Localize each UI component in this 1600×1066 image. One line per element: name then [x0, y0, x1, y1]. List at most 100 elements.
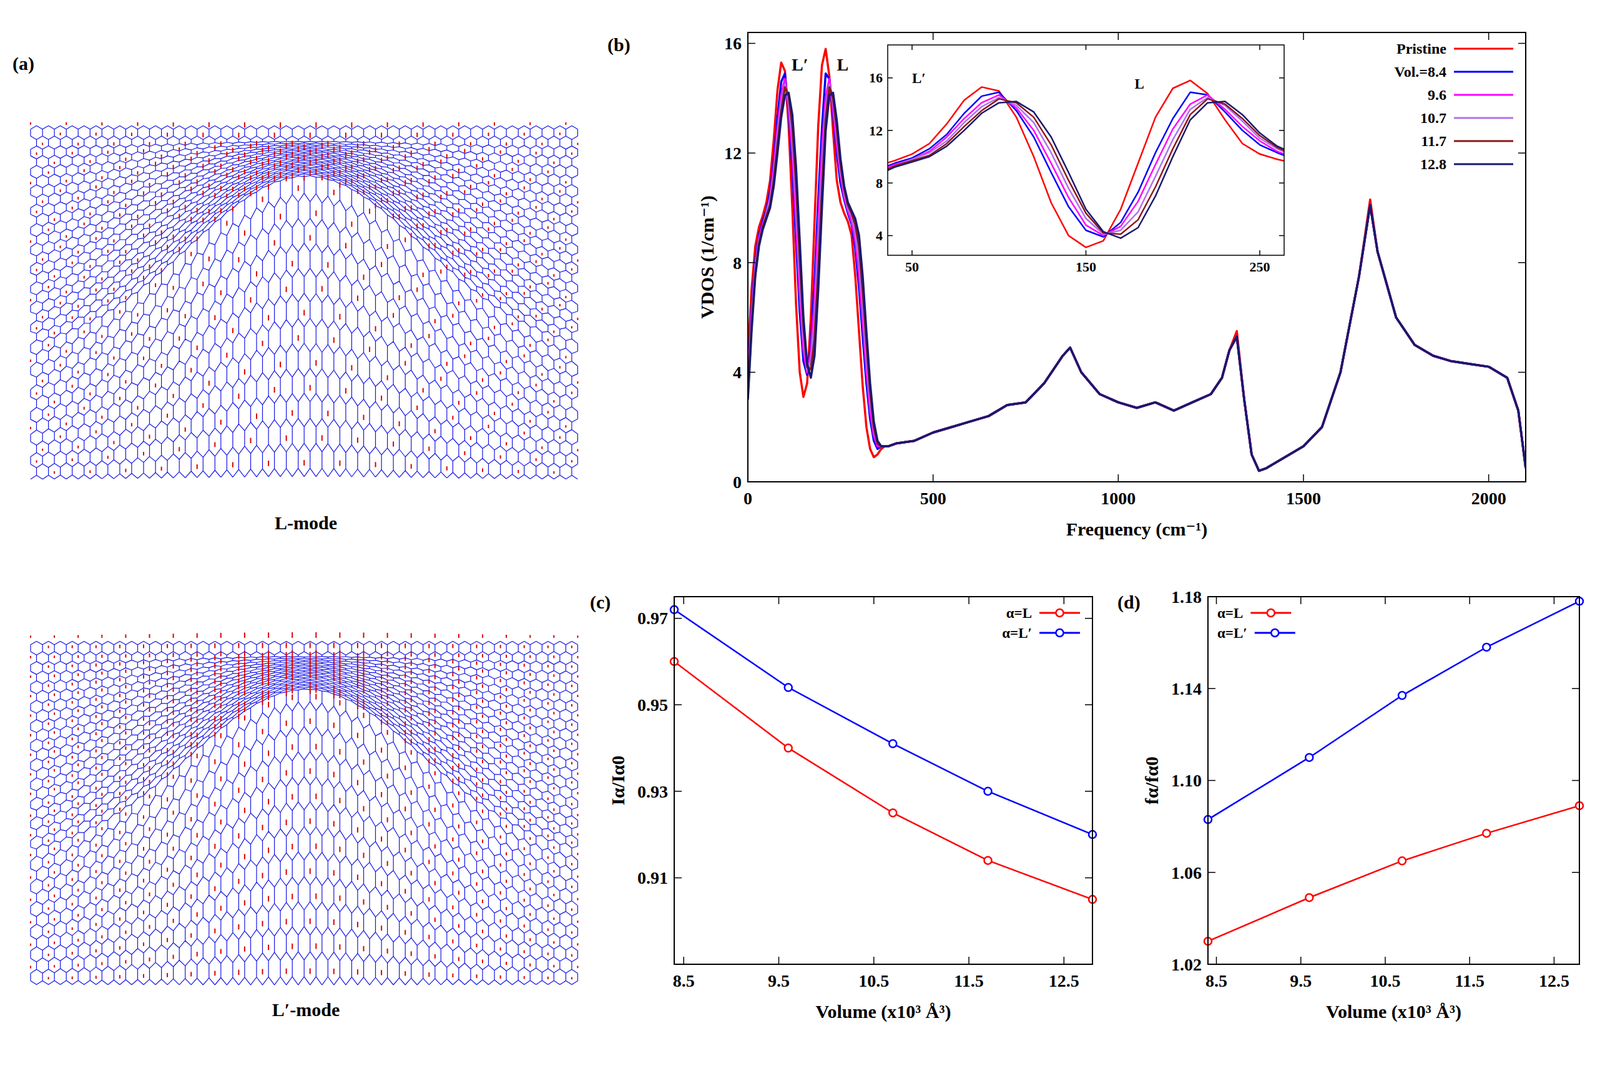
marker: [1305, 893, 1313, 902]
panel-letter: (c): [589, 591, 611, 614]
frame: [887, 44, 1285, 256]
x-tick-label: 0: [743, 488, 753, 509]
y-tick-label: 0.95: [637, 695, 668, 715]
x-axis-title: Frequency (cm⁻¹): [1066, 518, 1208, 540]
x-tick-label: 1500: [1285, 488, 1321, 509]
legend: PristineVol.=8.49.610.711.712.8: [1394, 40, 1514, 173]
legend-marker: [1056, 609, 1064, 617]
marker: [984, 787, 992, 796]
markers: [670, 606, 1097, 904]
x-tick-label: 9.5: [1289, 971, 1312, 991]
y-tick-label: 0.93: [637, 782, 668, 802]
y-tick: [747, 262, 1526, 264]
marker: [888, 740, 897, 748]
series-line: [887, 98, 1285, 256]
mesh: [30, 641, 578, 986]
series-line: [674, 661, 1093, 900]
panel-letter: (a): [12, 53, 35, 75]
panel-letter: (b): [607, 34, 631, 56]
x-tick: [968, 596, 970, 965]
mode-caption: L-mode: [274, 512, 338, 534]
y-tick-label: 1.14: [1171, 679, 1202, 699]
x-tick-label: 250: [1249, 259, 1271, 275]
y-tick: [1207, 872, 1580, 874]
y-tick: [1207, 780, 1580, 782]
y-tick: [887, 129, 1285, 132]
x-tick: [1216, 596, 1218, 965]
series-line: [674, 609, 1093, 835]
y-tick-label: 0: [732, 472, 742, 492]
x-tick: [1063, 596, 1066, 965]
peak-label: L: [1134, 76, 1144, 92]
legend-swatch: [1453, 48, 1514, 50]
figure: (a)L-modeL′-mode05001000150020000481216L…: [0, 0, 1600, 1066]
legend-label: α=L′: [1217, 625, 1248, 642]
series-line: [1207, 601, 1580, 820]
x-tick: [1302, 32, 1305, 482]
y-tick-label: 0.91: [637, 868, 668, 888]
marker: [784, 684, 793, 692]
y-tick: [1207, 596, 1580, 598]
x-tick-label: 1000: [1100, 488, 1136, 509]
y-tick-label: 0.97: [637, 608, 668, 629]
legend-label: α=L: [1217, 605, 1243, 622]
chart: 05001000150020000481216L′LFrequency (cm⁻…: [607, 32, 1526, 540]
marker: [784, 744, 793, 753]
plot-area: [674, 609, 1093, 900]
x-axis-title: Volume (x10³ Å³): [815, 1001, 952, 1023]
x-tick: [1488, 32, 1490, 482]
x-tick: [682, 596, 685, 965]
y-tick-label: 1.10: [1171, 770, 1202, 791]
marker: [1398, 857, 1406, 865]
y-tick-label: 1.06: [1171, 863, 1202, 883]
panel-letter: (d): [1117, 591, 1141, 614]
marker: [1482, 829, 1491, 838]
x-tick: [778, 596, 780, 965]
legend-marker: [1271, 629, 1279, 637]
y-tick-label: 16: [868, 69, 883, 86]
y-tick: [887, 77, 1285, 79]
y-tick-label: 4: [732, 362, 742, 383]
x-tick-label: 2000: [1471, 488, 1507, 509]
x-tick: [747, 32, 749, 482]
x-tick-label: 8.5: [672, 971, 695, 991]
x-tick: [1468, 596, 1471, 965]
plot-area: [1207, 601, 1580, 942]
legend-label: 10.7: [1420, 109, 1447, 127]
y-tick: [747, 481, 1526, 483]
y-axis-title: Iα/Iα0: [607, 755, 629, 806]
x-tick-label: 12.5: [1048, 971, 1080, 991]
mode-caption: L′-mode: [272, 999, 340, 1021]
x-tick: [1300, 596, 1302, 965]
x-tick: [1553, 596, 1556, 965]
legend: α=Lα=L′: [1001, 605, 1080, 642]
series-line: [1207, 805, 1580, 942]
plot-area: [887, 80, 1285, 256]
series-line: [887, 101, 1285, 256]
x-tick-label: 9.5: [767, 971, 790, 991]
peak-label: L′: [791, 54, 809, 75]
x-tick-label: 8.5: [1205, 971, 1228, 991]
legend-swatch: [1453, 71, 1514, 74]
x-tick-label: 500: [920, 488, 947, 509]
legend-swatch: [1453, 140, 1514, 143]
series-line: [887, 94, 1285, 256]
displacement-arrows: [30, 632, 578, 980]
marker: [1398, 691, 1406, 700]
y-tick-label: 1.18: [1171, 587, 1202, 607]
inset-chart: 50150250481216L′L: [825, 44, 1600, 283]
x-tick-label: 12.5: [1538, 971, 1570, 991]
marker: [1482, 643, 1491, 652]
y-tick: [674, 790, 1093, 793]
y-tick-label: 12: [868, 122, 883, 139]
markers: [1204, 597, 1584, 946]
legend-marker: [1056, 629, 1064, 637]
peak-label: L: [836, 54, 849, 75]
legend-label: 9.6: [1427, 86, 1447, 104]
peak-label: L′: [912, 70, 926, 87]
x-tick-label: 10.5: [858, 971, 889, 991]
marker: [984, 857, 992, 865]
legend-swatch: [1453, 163, 1514, 166]
x-tick: [1259, 44, 1261, 256]
legend-label: Vol.=8.4: [1394, 63, 1447, 80]
